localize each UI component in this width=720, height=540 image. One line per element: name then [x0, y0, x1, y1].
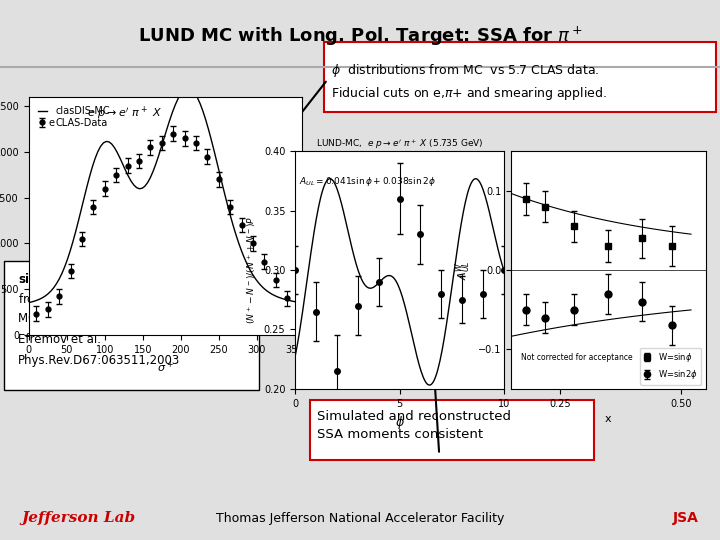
Y-axis label: $A_{UL}^W$: $A_{UL}^W$ [453, 260, 472, 280]
Text: LUND MC with Long. Pol. Target: SSA for $\pi^+$: LUND MC with Long. Pol. Target: SSA for … [138, 25, 582, 48]
Text: $A_{UL} = 0.041\sin\phi+0.038\sin2\phi$: $A_{UL} = 0.041\sin\phi+0.038\sin2\phi$ [300, 175, 436, 188]
Y-axis label: $(N^+-N^-)/(N^++N^-)P$: $(N^+-N^-)/(N^++N^-)P$ [246, 216, 258, 324]
Legend: W=sin$\phi$, W=sin2$\phi$: W=sin$\phi$, W=sin2$\phi$ [640, 348, 701, 384]
Text: • e: • e [40, 118, 55, 128]
clasDIS-MC [287, 298, 296, 304]
Text: Thomas Jefferson National Accelerator Facility: Thomas Jefferson National Accelerator Fa… [216, 512, 504, 525]
clasDIS-MC [190, 90, 199, 96]
clasDIS-MC [24, 299, 33, 306]
Legend: clasDIS-MC, CLAS-Data: clasDIS-MC, CLAS-Data [34, 102, 114, 132]
clasDIS-MC [166, 117, 174, 123]
Text: $\mathbf{sin\phi}$ and $\mathbf{sin2\phi}$ moments arising: $\mathbf{sin\phi}$ and $\mathbf{sin2\phi… [18, 271, 217, 288]
clasDIS-MC [88, 164, 96, 170]
clasDIS-MC [279, 295, 287, 302]
Text: JSA: JSA [672, 511, 698, 525]
Text: $e\ p \rightarrow e'\ \pi^+\ X$: $e\ p \rightarrow e'\ \pi^+\ X$ [87, 104, 162, 122]
Title: LUND-MC,  $e\ p \rightarrow e'\ \pi^+\ X$ (5.735 GeV): LUND-MC, $e\ p \rightarrow e'\ \pi^+\ X$… [316, 137, 483, 151]
Line: clasDIS-MC: clasDIS-MC [29, 89, 302, 303]
Text: Simulated and reconstructed
SSA moments consistent: Simulated and reconstructed SSA moments … [317, 410, 510, 441]
X-axis label: x: x [605, 414, 612, 424]
X-axis label: $\sigma^+$: $\sigma^+$ [157, 360, 174, 375]
X-axis label: $\phi$: $\phi$ [395, 414, 405, 431]
FancyBboxPatch shape [310, 400, 594, 460]
clasDIS-MC [77, 206, 86, 213]
Text: Efremov et al.: Efremov et al. [18, 333, 101, 346]
Text: Jefferson Lab: Jefferson Lab [22, 511, 136, 525]
Text: Not corrected for acceptance: Not corrected for acceptance [521, 353, 633, 362]
Text: from the $\mathbf{Collins\ effect}$ added in: from the $\mathbf{Collins\ effect}$ adde… [18, 292, 215, 306]
clasDIS-MC [185, 85, 194, 92]
Text: Phys.Rev.D67:063511,2003: Phys.Rev.D67:063511,2003 [18, 354, 180, 367]
clasDIS-MC [298, 300, 307, 306]
FancyBboxPatch shape [4, 261, 259, 390]
Text: $\phi$  distributions from MC  vs 5.7 CLAS data.
Fiducial cuts on e,$\pi$+ and s: $\phi$ distributions from MC vs 5.7 CLAS… [331, 62, 607, 102]
Text: MC using predictions   from: MC using predictions from [18, 313, 180, 326]
FancyBboxPatch shape [324, 42, 716, 112]
